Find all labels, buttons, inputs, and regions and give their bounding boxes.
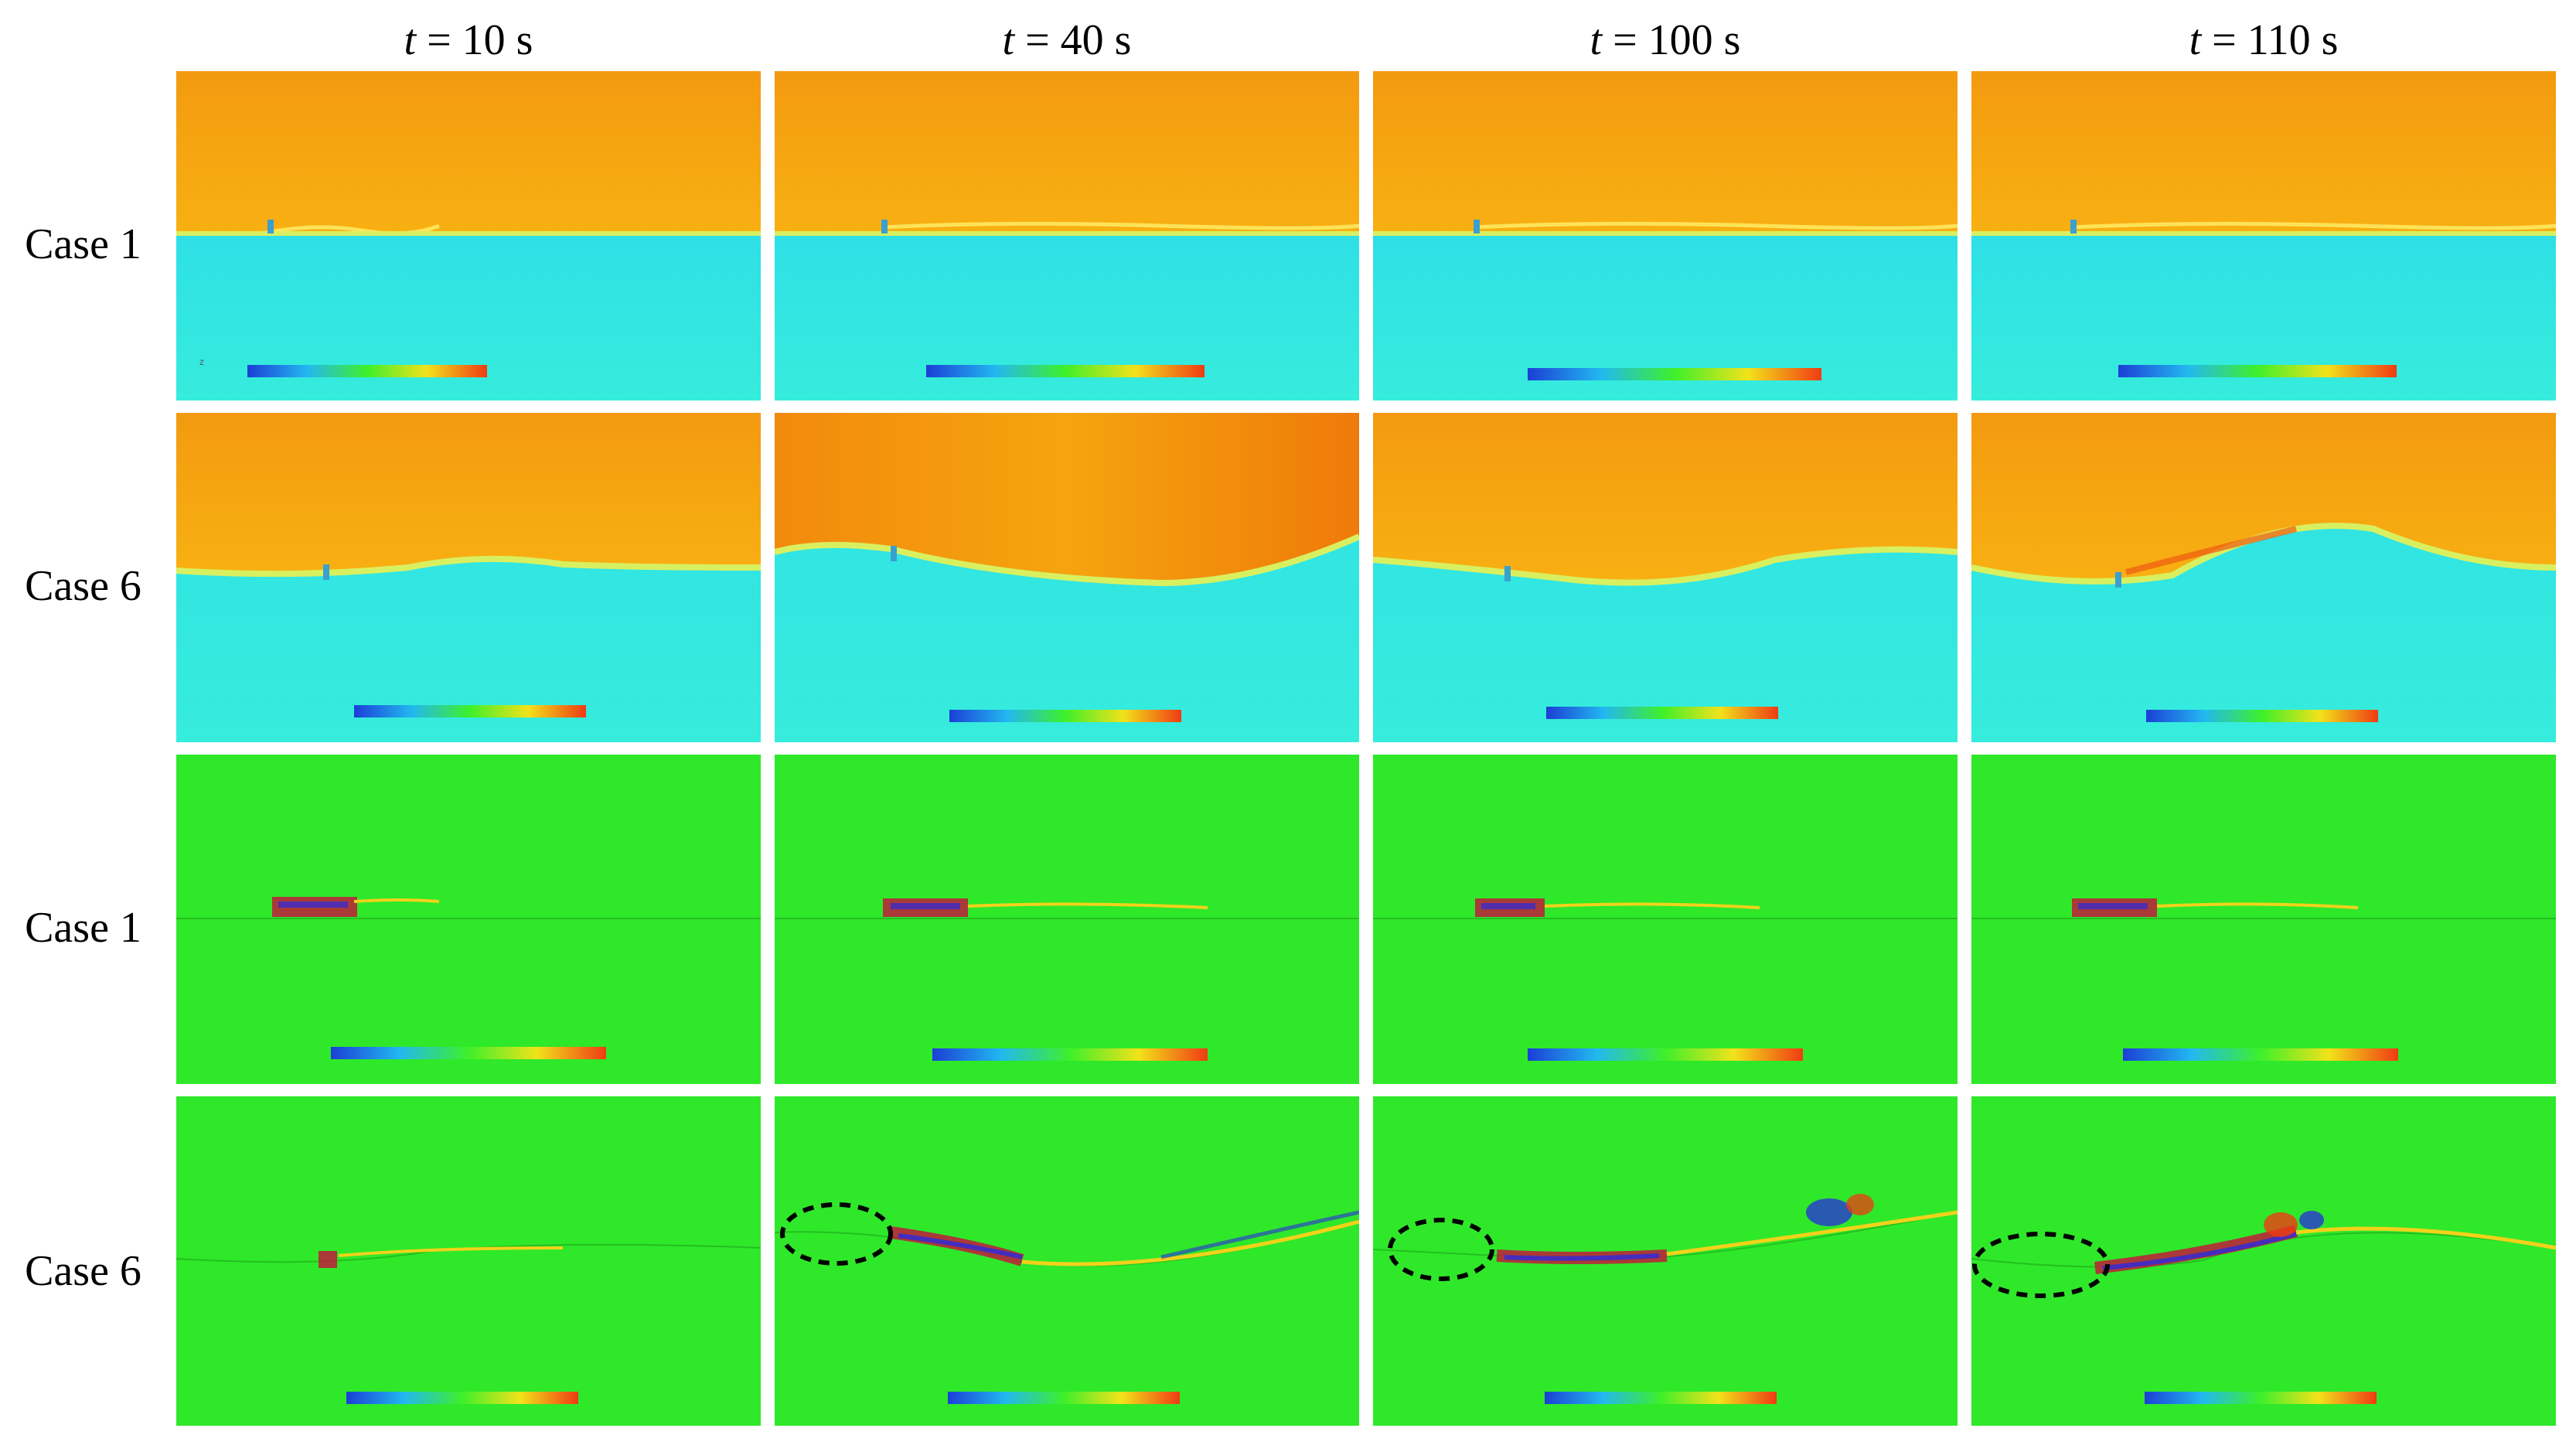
vorticity-contour <box>1971 755 2556 1084</box>
colorbar <box>2146 710 2378 722</box>
velocity-contour <box>1971 71 2556 400</box>
panel-case6-velocity-t10 <box>176 413 761 742</box>
colorbar <box>2118 365 2397 377</box>
turbine-marker <box>2070 220 2077 233</box>
row-label-case6-velocity: Case 6 <box>25 562 141 610</box>
panel-case1-vorticity-t110 <box>1971 755 2556 1084</box>
panel-case6-velocity-t40 <box>775 413 1359 742</box>
highlight-ellipse <box>1972 1232 2110 1298</box>
colorbar <box>346 1392 578 1404</box>
velocity-contour: z <box>176 71 761 400</box>
vorticity-contour <box>176 755 761 1084</box>
colorbar <box>1545 1392 1777 1404</box>
colorbar <box>2145 1392 2377 1404</box>
colorbar <box>331 1047 606 1059</box>
panel-case6-vorticity-t10 <box>176 1096 761 1426</box>
turbine-marker <box>1504 566 1511 581</box>
colorbar <box>948 1392 1180 1404</box>
vorticity-contour <box>775 1096 1359 1426</box>
colorbar <box>932 1048 1208 1061</box>
panel-case6-velocity-t100 <box>1373 413 1958 742</box>
velocity-contour <box>1373 413 1958 742</box>
row-label-case1-vorticity: Case 1 <box>25 904 141 952</box>
velocity-contour <box>1373 71 1958 400</box>
panel-case6-vorticity-t40 <box>775 1096 1359 1426</box>
panel-case1-vorticity-t100 <box>1373 755 1958 1084</box>
turbine-marker <box>267 220 274 233</box>
turbine-marker <box>2115 572 2121 588</box>
turbine-marker <box>323 564 329 580</box>
column-header-t100: t = 100 s <box>1590 16 1741 64</box>
panel-case1-vorticity-t10 <box>176 755 761 1084</box>
column-header-t10: t = 10 s <box>404 16 533 64</box>
vorticity-contour <box>775 755 1359 1084</box>
column-header-t110: t = 110 s <box>2189 16 2339 64</box>
vorticity-contour <box>176 1096 761 1426</box>
turbine-marker <box>891 546 897 561</box>
colorbar <box>354 705 586 717</box>
velocity-contour <box>775 413 1359 742</box>
turbine-marker <box>1474 220 1480 233</box>
colorbar <box>2123 1048 2398 1061</box>
panel-case1-velocity-t10: z <box>176 71 761 400</box>
colorbar <box>926 365 1205 377</box>
panel-case1-velocity-t100 <box>1373 71 1958 400</box>
vorticity-contour <box>1971 1096 2556 1426</box>
colorbar <box>1528 368 1821 380</box>
row-label-case6-vorticity: Case 6 <box>25 1247 141 1295</box>
panel-case1-velocity-t110 <box>1971 71 2556 400</box>
velocity-contour <box>176 413 761 742</box>
panel-case6-vorticity-t100 <box>1373 1096 1958 1426</box>
panel-case6-velocity-t110 <box>1971 413 2556 742</box>
panel-case1-velocity-t40 <box>775 71 1359 400</box>
colorbar <box>1528 1048 1803 1061</box>
turbine-marker <box>881 220 888 233</box>
svg-text:z: z <box>199 356 204 367</box>
vorticity-contour <box>1373 755 1958 1084</box>
column-header-t40: t = 40 s <box>1002 16 1132 64</box>
highlight-ellipse <box>780 1202 893 1266</box>
highlight-ellipse <box>1388 1218 1494 1281</box>
velocity-contour <box>1971 413 2556 742</box>
panel-case1-vorticity-t40 <box>775 755 1359 1084</box>
colorbar <box>949 710 1181 722</box>
colorbar <box>1546 707 1778 719</box>
velocity-contour <box>775 71 1359 400</box>
vorticity-contour <box>1373 1096 1958 1426</box>
panel-case6-vorticity-t110 <box>1971 1096 2556 1426</box>
row-label-case1-velocity: Case 1 <box>25 220 141 268</box>
